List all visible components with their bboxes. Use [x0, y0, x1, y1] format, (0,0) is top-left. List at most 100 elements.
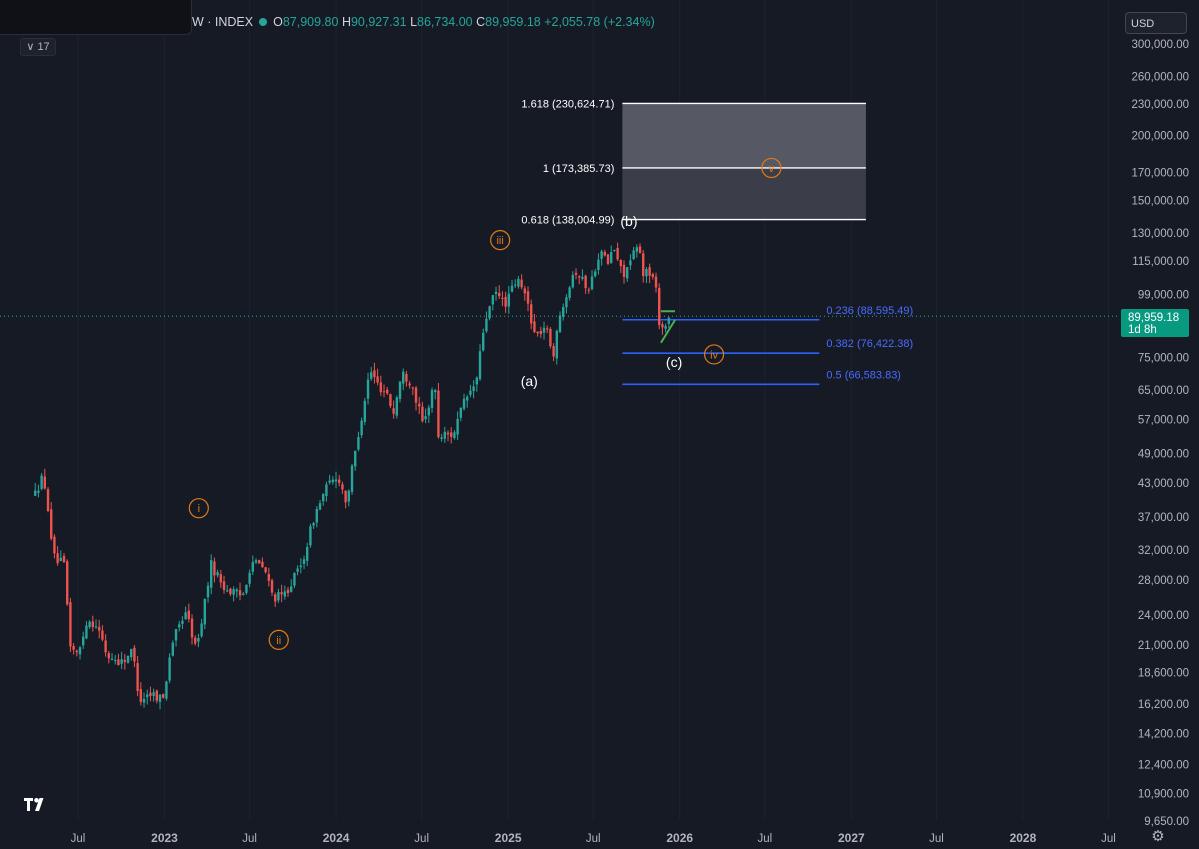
candle-body — [101, 630, 104, 640]
candle — [574, 268, 578, 280]
y-tick-label: 12,400.00 — [1138, 759, 1189, 771]
triangle-lower-line — [660, 319, 676, 344]
candle-body — [645, 269, 648, 277]
candle — [293, 572, 296, 589]
candle — [405, 370, 408, 387]
candle-body — [370, 372, 373, 379]
candle-body — [350, 465, 354, 492]
candle-body — [37, 490, 40, 493]
candle-body — [530, 304, 533, 324]
candle-body — [619, 259, 623, 267]
candle-body — [629, 260, 632, 266]
candle-body — [120, 659, 123, 664]
candle — [66, 559, 69, 606]
candle-body — [475, 377, 479, 385]
candle-body — [373, 370, 376, 378]
candle — [78, 645, 82, 660]
candle — [123, 653, 127, 670]
wave-text: (b) — [620, 213, 637, 229]
candle-body — [238, 590, 242, 596]
candle — [594, 268, 597, 278]
candle-body — [53, 536, 56, 554]
y-tick-label: 28,000.00 — [1138, 575, 1189, 587]
candle-body — [107, 653, 111, 659]
y-tick-label: 115,000.00 — [1132, 256, 1189, 268]
currency-select[interactable]: USD — [1125, 12, 1187, 34]
candle-body — [421, 406, 424, 422]
candle-body — [517, 278, 520, 287]
candle — [322, 493, 325, 506]
candle — [472, 380, 475, 399]
candle-body — [261, 561, 264, 568]
candle-body — [123, 659, 127, 662]
collapse-legend-button[interactable]: ∨ 17 — [20, 38, 56, 56]
candle — [626, 267, 629, 282]
candle-body — [165, 681, 168, 699]
candle — [606, 254, 610, 266]
wave-circle — [703, 344, 725, 365]
candle-body — [235, 589, 239, 592]
candle-body — [597, 259, 600, 271]
candle-body — [72, 645, 75, 650]
candle-body — [418, 403, 421, 407]
candle-body — [82, 636, 85, 646]
candle-body — [75, 650, 79, 653]
candle-body — [318, 503, 322, 510]
candle-body — [424, 416, 427, 420]
wave-label-ii: ii — [268, 629, 289, 650]
candle-body — [386, 389, 389, 394]
close-value: 89,959.18 — [485, 15, 541, 29]
gear-icon[interactable]: ⚙ — [1151, 828, 1165, 845]
x-tick-label: Jul — [929, 833, 944, 845]
candle-body — [114, 660, 117, 662]
candle-body — [251, 562, 255, 572]
candle-body — [549, 328, 552, 347]
candle — [56, 546, 59, 566]
candle-body — [485, 318, 488, 332]
candle — [69, 597, 72, 653]
tradingview-logo-icon[interactable] — [22, 794, 52, 814]
candle — [542, 321, 546, 340]
x-tick-label: Jul — [242, 833, 257, 845]
candle-body — [197, 638, 200, 642]
candle-body — [187, 610, 191, 620]
last-price-value: 89,959.18 — [1128, 312, 1180, 324]
candle-body — [248, 572, 251, 584]
y-tick-label: 49,000.00 — [1138, 449, 1189, 461]
candle — [306, 542, 309, 567]
candle — [59, 550, 63, 562]
candle — [238, 582, 242, 601]
symbol-search-panel[interactable] — [0, 0, 192, 35]
candle-body — [613, 249, 616, 251]
symbol-title[interactable]: W · INDEX — [192, 15, 254, 29]
candle-body — [456, 418, 459, 435]
candle — [210, 554, 213, 595]
candle-body — [546, 328, 549, 330]
y-tick-label: 14,200.00 — [1138, 729, 1189, 741]
candle-body — [190, 618, 194, 638]
candle-body — [203, 598, 207, 625]
chevron-down-icon: ∨ — [26, 41, 35, 53]
candle — [331, 476, 335, 485]
candle-body — [571, 274, 575, 288]
candle-body — [610, 252, 613, 264]
candle-body — [562, 306, 565, 317]
candle-body — [78, 647, 82, 655]
candle — [261, 557, 264, 568]
candle — [517, 276, 520, 289]
candle-body — [520, 279, 523, 288]
candle-body — [222, 581, 226, 590]
candle — [206, 581, 210, 603]
candle-body — [616, 248, 619, 260]
x-tick-label: Jul — [71, 833, 86, 845]
candle-body — [267, 574, 271, 581]
candle — [178, 620, 181, 632]
candle-body — [210, 560, 213, 588]
candle-body — [440, 437, 443, 439]
candle — [187, 603, 191, 623]
candle-body — [501, 297, 504, 299]
candle-body — [158, 694, 162, 702]
candle-body — [299, 565, 303, 568]
change-value: +2,055.78 (+2.34%) — [544, 15, 655, 29]
